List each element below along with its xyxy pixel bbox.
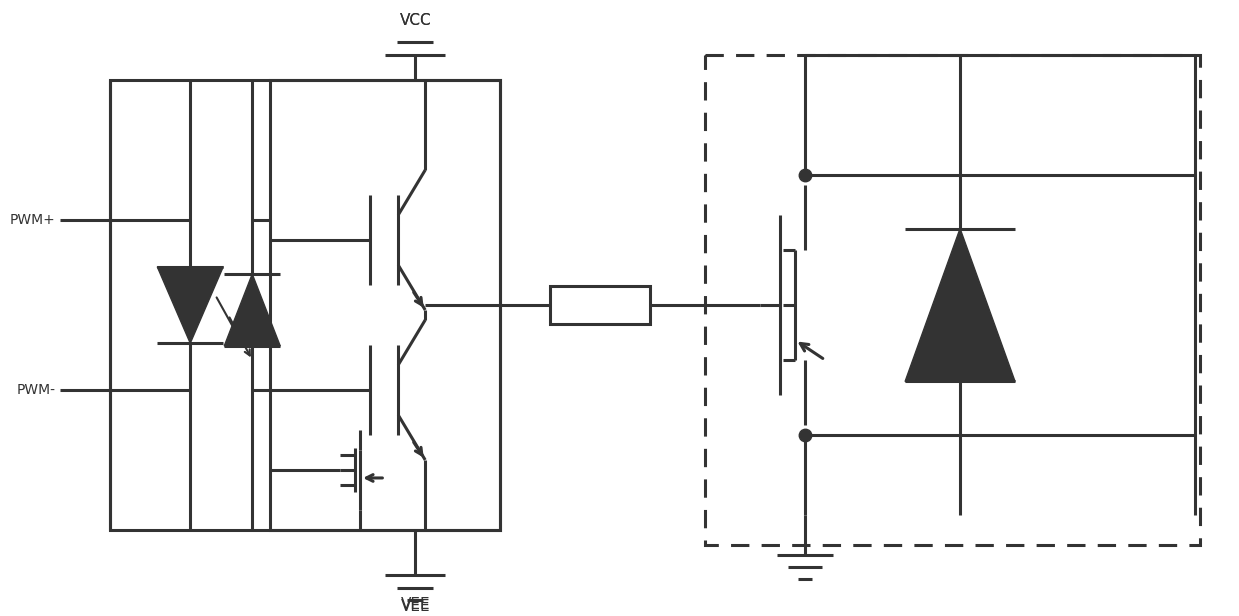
Bar (110, 80, 501, 530)
Text: VEE: VEE (400, 599, 430, 614)
Bar (705, 55, 1201, 545)
Bar (550, 286, 650, 324)
Polygon shape (904, 229, 1015, 381)
Polygon shape (157, 267, 223, 343)
Bar (270, 80, 501, 530)
Text: VCC: VCC (399, 13, 431, 28)
Text: VCC: VCC (399, 13, 431, 28)
Text: PWM-: PWM- (16, 383, 56, 397)
Text: PWM+: PWM+ (10, 213, 56, 227)
Polygon shape (224, 274, 280, 346)
Text: VEE: VEE (400, 597, 430, 612)
